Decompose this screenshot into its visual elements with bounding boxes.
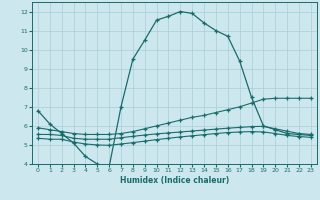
X-axis label: Humidex (Indice chaleur): Humidex (Indice chaleur) [120, 176, 229, 185]
